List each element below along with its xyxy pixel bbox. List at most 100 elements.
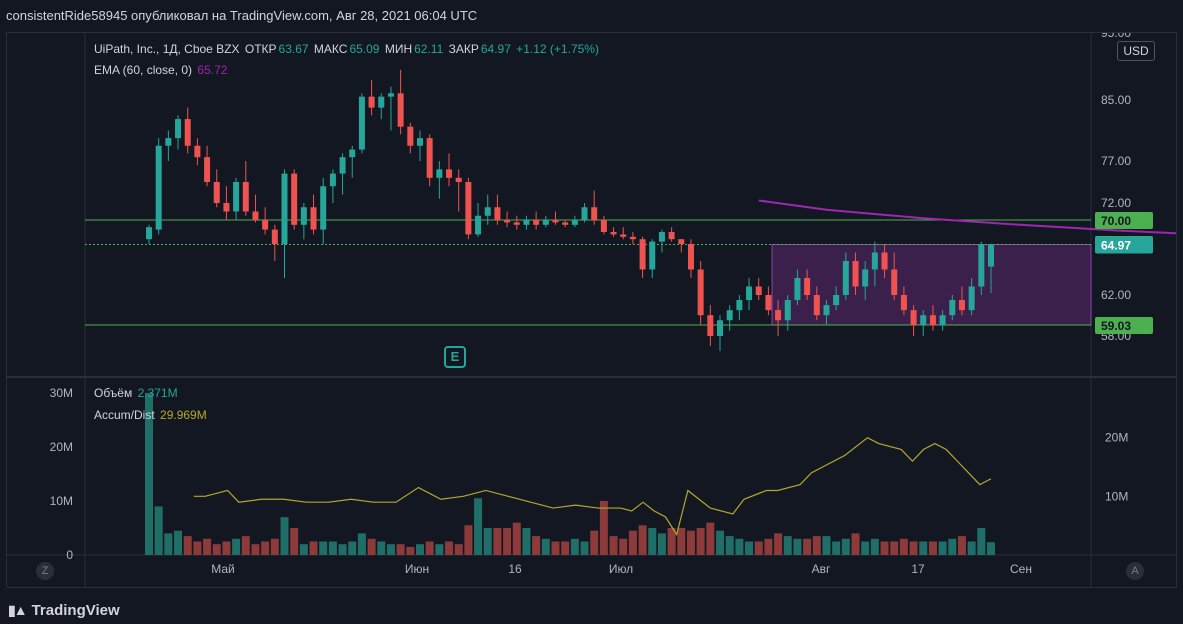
volume-tick-label: 30M [50, 386, 73, 400]
candle-body [765, 295, 772, 311]
candle-body [968, 286, 975, 311]
time-tick-label: Июн [405, 562, 429, 576]
candle-body [610, 232, 617, 235]
ad-value: 29.969M [160, 408, 207, 422]
change-value: +1.12 (+1.75%) [516, 42, 599, 56]
level-label-bg [1095, 212, 1153, 229]
candle-body [310, 207, 317, 230]
candle-body [862, 269, 869, 287]
volume-bar [580, 541, 589, 555]
candle-body [523, 220, 530, 225]
volume-bar [174, 530, 183, 555]
level-label: 59.03 [1101, 319, 1131, 333]
brand-name: TradingView [31, 602, 120, 619]
volume-bar [599, 501, 608, 555]
volume-bar [774, 533, 783, 555]
earnings-icon[interactable]: Е [444, 346, 466, 368]
volume-bar [348, 541, 357, 555]
time-tick-label: Авг [812, 562, 831, 576]
volume-bar [822, 536, 831, 555]
volume-bar [241, 536, 250, 555]
candle-body [271, 229, 278, 244]
close-label: ЗАКР [448, 42, 479, 56]
volume-bar [832, 541, 841, 555]
volume-bar [909, 541, 918, 555]
volume-bar [541, 538, 550, 555]
volume-bar [861, 541, 870, 555]
candle-body [426, 138, 433, 178]
candle-body [436, 169, 443, 178]
candle-body [465, 182, 472, 235]
time-tick-label: Май [211, 562, 235, 576]
volume-bar [948, 538, 957, 555]
publish-header: consistentRide58945 опубликовал на Tradi… [0, 0, 1183, 32]
high-value: 65.09 [349, 42, 380, 56]
candle-body [726, 310, 733, 321]
volume-bar [251, 544, 260, 555]
candle-body [678, 239, 685, 244]
volume-bar [754, 541, 763, 555]
candle-body [910, 310, 917, 326]
volume-bar [396, 544, 405, 555]
volume-bar [899, 538, 908, 555]
volume-tick-label: 0 [66, 548, 73, 562]
volume-tick-label: 20M [50, 440, 73, 454]
volume-bar [880, 541, 889, 555]
volume-bar [812, 536, 821, 555]
candle-body [833, 295, 840, 306]
price-tick-label: 62.00 [1101, 288, 1131, 302]
volume-bar [590, 530, 599, 555]
candle-body [184, 119, 191, 146]
candle-body [378, 96, 385, 108]
volume-bar [735, 538, 744, 555]
volume-bar [309, 541, 318, 555]
volume-bar [938, 541, 947, 555]
brand[interactable]: ▮▲ TradingView [8, 602, 120, 619]
ema-legend[interactable]: EMA (60, close, 0) 65.72 [94, 63, 229, 77]
candle-body [320, 186, 327, 230]
volume-bar [570, 538, 579, 555]
volume-bar [619, 538, 628, 555]
chart-panel[interactable]: 95.0085.0077.0072.0062.0058.0070.0065.00… [6, 26, 1183, 588]
ema-line [758, 199, 1183, 235]
volume-bar [164, 533, 173, 555]
candle-body [775, 310, 782, 321]
volume-bar [870, 538, 879, 555]
chart-canvas[interactable]: 95.0085.0077.0072.0062.0058.0070.0065.00… [7, 26, 1183, 587]
candle-body [717, 320, 724, 336]
candle-body [194, 145, 201, 158]
volume-label: Объём [94, 386, 133, 400]
currency-button[interactable]: USD [1117, 41, 1155, 61]
candle-body [329, 173, 336, 187]
candle-body [571, 220, 578, 225]
volume-bar [474, 498, 483, 555]
candle-body [978, 244, 985, 287]
volume-value: 2.371M [137, 386, 178, 400]
level-label: 64.97 [1101, 239, 1131, 253]
candle-body [668, 232, 675, 240]
level-label: 70.00 [1101, 214, 1131, 228]
candle-body [552, 220, 559, 223]
volume-bar [919, 541, 928, 555]
volume-bar [183, 536, 192, 555]
volume-bar [686, 530, 695, 555]
ad-tick-label: 10M [1105, 489, 1128, 503]
ad-legend[interactable]: Accum/Dist 29.969M [94, 408, 209, 422]
volume-bar [503, 528, 512, 555]
candle-body [533, 220, 540, 225]
volume-legend[interactable]: Объём 2.371M [94, 386, 180, 400]
symbol-label[interactable]: UiPath, Inc., 1Д, Cboe BZX [94, 42, 240, 56]
volume-bar [290, 528, 299, 555]
candle-body [262, 220, 269, 230]
candle-body [591, 207, 598, 220]
ohlc-legend: UiPath, Inc., 1Д, Cboe BZX ОТКР 63.67 МАК… [94, 42, 601, 56]
volume-bar [928, 541, 937, 555]
candle-body [707, 315, 714, 336]
candle-body [204, 157, 211, 182]
candle-body [455, 177, 462, 182]
corner-left-button[interactable]: Z [36, 562, 54, 580]
candle-body [252, 211, 259, 220]
candle-body [988, 244, 994, 267]
volume-bar [638, 525, 647, 555]
auto-scale-button[interactable]: A [1126, 562, 1144, 580]
